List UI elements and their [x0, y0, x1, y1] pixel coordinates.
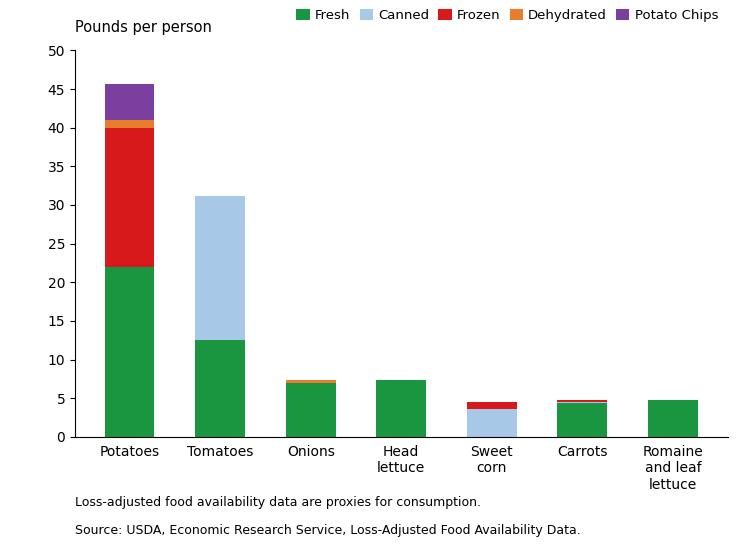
Bar — [105, 120, 154, 128]
Bar — [105, 128, 154, 267]
Bar — [286, 382, 335, 437]
Bar — [467, 402, 517, 409]
Bar — [557, 402, 608, 403]
Bar — [105, 267, 154, 437]
Bar — [195, 340, 245, 437]
Bar — [105, 83, 154, 120]
Text: Pounds per person: Pounds per person — [75, 20, 211, 35]
Text: Source: USDA, Economic Research Service, Loss-Adjusted Food Availability Data.: Source: USDA, Economic Research Service,… — [75, 524, 580, 536]
Bar — [648, 400, 698, 437]
Bar — [195, 195, 245, 340]
Bar — [467, 409, 517, 437]
Text: Loss-adjusted food availability data are proxies for consumption.: Loss-adjusted food availability data are… — [75, 496, 481, 508]
Legend: Fresh, Canned, Frozen, Dehydrated, Potato Chips: Fresh, Canned, Frozen, Dehydrated, Potat… — [294, 7, 721, 25]
Bar — [557, 403, 608, 437]
Bar — [376, 380, 426, 437]
Bar — [557, 400, 608, 402]
Bar — [286, 380, 335, 382]
